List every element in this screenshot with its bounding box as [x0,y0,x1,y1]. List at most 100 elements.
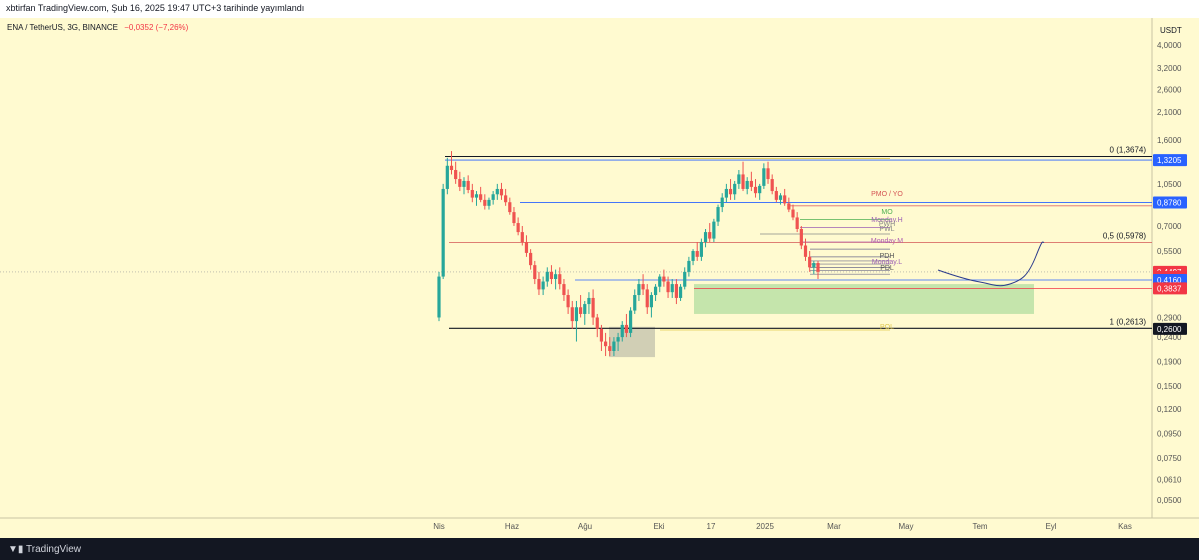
candle-body [687,260,691,272]
candle-body [766,168,770,180]
y-tick-label: 1,6000 [1157,136,1182,145]
x-tick-label: 17 [707,522,716,531]
y-tick-label: 0,1200 [1157,405,1182,414]
candle-body [566,295,570,308]
candle-body [649,295,654,308]
brand-name: TradingView [26,544,82,555]
demand-zone [694,284,1034,314]
level-annotation: PMO / YO [871,191,903,198]
level-annotation: PDL [880,265,894,272]
candle-body [683,271,687,287]
candle-body [653,286,658,296]
candle-body [529,252,533,266]
candle-body [437,276,441,318]
candle-body [616,337,620,342]
candle-body [633,295,637,311]
price-tag [1153,154,1187,167]
candle-body [562,284,566,296]
level-annotation: PDH [880,253,895,260]
x-tick-label: Eki [653,522,664,531]
candle-body [574,307,579,322]
candle-body [479,194,483,200]
x-tick-label: Haz [505,522,519,531]
fib-label: 0 (1,3674) [1110,145,1147,154]
candle-body [541,281,545,290]
y-tick-label: 0,0950 [1157,429,1182,438]
price-tag-label: 0,4160 [1157,276,1182,285]
price-tag-label: 0,8780 [1157,198,1182,207]
candle-body [778,195,783,200]
candle-body [554,274,558,280]
chart-area[interactable]: USDT 4,0000 3,2000 2,6000 2,1000 1,6000 1,0500… [0,18,1199,538]
candle-body [549,271,554,280]
candle-body [699,241,703,257]
y-tick-label: 2,6000 [1157,86,1182,95]
candle-body [733,183,737,195]
candle-body [808,256,812,268]
candle-body [783,195,787,204]
candle-body [603,341,608,347]
candle-body [599,328,604,342]
candle-body [637,284,641,296]
candle-body [774,191,778,200]
symbol-title: ENA / TetherUS, 3G, BINANCE [7,23,119,32]
candle-body [799,228,803,246]
x-tick-label: Ağu [578,522,592,531]
candle-body [620,324,624,338]
candle-body [583,304,587,314]
price-tag [1153,322,1187,335]
candle-body [474,194,479,198]
candle-body [570,307,574,322]
currency-label: USDT [1160,26,1182,35]
y-tick-label: 0,0500 [1157,496,1182,505]
candle-body [724,188,728,198]
level-annotation: MO [881,209,893,216]
y-tick-label: 0,5500 [1157,247,1182,256]
level-annotation: PWL [879,226,894,233]
level-annotation: Monday.M [871,238,903,245]
price-tag-label: 0,2600 [1157,325,1182,334]
candle-body [812,263,816,268]
candle-body [762,168,766,186]
candle-body [483,199,487,206]
candle-body [487,199,491,206]
tradingview-logo: ▼▮ TradingView [8,544,81,555]
price-chart[interactable]: USDT 4,0000 3,2000 2,6000 2,1000 1,6000 1,0500… [0,18,1199,538]
level-annotation: POL [880,324,894,331]
y-tick-label: 4,0000 [1157,41,1182,50]
x-tick-label: Nis [433,522,445,531]
candle-body [737,174,741,184]
x-tick-label: May [898,522,913,531]
candle-body [591,297,595,318]
candle-body [670,284,674,293]
y-tick-label: 0,1500 [1157,382,1182,391]
candle-body [445,165,449,189]
candle-body [791,209,795,218]
candle-body [703,232,708,242]
candle-body [720,197,724,208]
publish-header: xbtirfan TradingView.com, Şub 16, 2025 1… [0,0,1199,18]
candle-body [458,179,462,187]
symbol-legend: ENA / TetherUS, 3G, BINANCE −0,0352 (−7,… [7,23,188,32]
candle-body [499,188,504,196]
candle-body [454,170,458,180]
candle-body [495,188,499,195]
candle-body [753,186,758,194]
candle-body [662,276,666,282]
x-tick-label: Mar [827,522,841,531]
candle-body [674,284,678,298]
price-tag [1153,282,1187,295]
level-annotation: PWH [879,221,895,228]
candle-body [462,180,466,187]
candle-body [678,286,683,298]
y-tick-label: 0,0750 [1157,454,1182,463]
candle-body [508,202,512,213]
candle-body [512,212,516,224]
candle-body [749,180,753,187]
candle-body [695,251,699,257]
candle-body [728,188,733,195]
price-tag [1153,196,1187,209]
candle-body [708,232,712,239]
candle-body [641,284,645,290]
